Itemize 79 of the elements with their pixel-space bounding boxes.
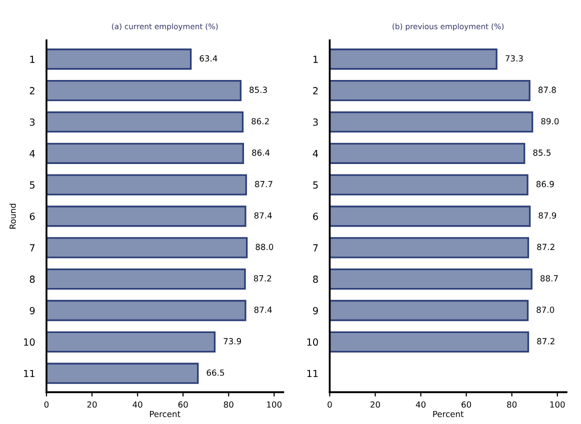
y-tick-label: 6 — [30, 212, 35, 220]
data-label: 87.2 — [537, 244, 554, 250]
bar — [46, 206, 246, 227]
y-tick-label: 5 — [30, 181, 35, 189]
x-tick-label: 80 — [224, 401, 234, 408]
y-tick-label: 8 — [313, 276, 318, 283]
data-label: 87.0 — [536, 306, 554, 313]
y-tick-label: 4 — [30, 150, 35, 158]
bar — [330, 331, 530, 352]
x-axis-title: Percent — [433, 410, 464, 418]
bar — [330, 142, 526, 164]
bar — [46, 331, 216, 352]
bar — [46, 111, 244, 133]
bar — [330, 80, 530, 102]
data-label: 87.7 — [255, 180, 272, 188]
data-label: 87.4 — [254, 306, 272, 313]
bar — [330, 300, 529, 322]
x-tick-label: 100 — [267, 401, 282, 408]
data-label: 86.2 — [252, 118, 269, 124]
data-label: 85.3 — [250, 86, 267, 93]
data-label: 73.3 — [506, 55, 523, 62]
y-tick-label: 9 — [30, 306, 35, 314]
data-label: 87.9 — [538, 212, 556, 219]
y-tick-label: 11 — [307, 370, 318, 378]
y-tick-label: 5 — [313, 181, 318, 189]
y-tick-label: 3 — [313, 118, 318, 126]
data-label: 87.2 — [537, 338, 554, 344]
data-label: 87.2 — [254, 275, 272, 282]
bar — [330, 237, 530, 258]
y-tick-label: 9 — [313, 306, 318, 314]
data-label: 86.4 — [252, 150, 270, 156]
bar — [46, 142, 244, 164]
bar — [46, 174, 247, 196]
x-tick-label: 100 — [550, 401, 565, 408]
y-tick-label: 2 — [30, 87, 34, 94]
x-tick-label: 60 — [462, 401, 472, 408]
bar — [330, 206, 531, 227]
data-label: 87.8 — [538, 86, 556, 93]
bar — [330, 111, 534, 133]
data-label: 86.9 — [536, 180, 554, 188]
data-label: 73.9 — [224, 338, 242, 344]
x-tick-label: 0 — [44, 401, 49, 408]
y-tick-label: 8 — [30, 276, 35, 283]
data-label: 63.4 — [200, 55, 218, 62]
y-tick-label: 6 — [313, 212, 318, 220]
x-tick-label: 20 — [87, 401, 97, 408]
x-tick-label: 0 — [328, 401, 332, 408]
y-tick-label: 1 — [30, 56, 34, 63]
bar — [330, 174, 528, 196]
data-label: 85.5 — [533, 150, 551, 156]
data-label: 88.0 — [256, 244, 274, 250]
x-tick-label: 40 — [132, 401, 142, 408]
y-tick-label: 4 — [312, 150, 318, 158]
y-tick-label: 1 — [313, 56, 318, 63]
bar — [46, 362, 199, 384]
data-label: 66.5 — [206, 369, 224, 376]
y-axis-title: Round — [9, 204, 16, 229]
y-tick-label: 7 — [30, 244, 35, 252]
y-tick-label: 11 — [24, 370, 34, 378]
x-tick-label: 20 — [370, 401, 380, 408]
y-tick-label: 10 — [307, 338, 318, 346]
bar — [330, 48, 498, 70]
x-tick-label: 80 — [507, 401, 517, 408]
data-label: 87.4 — [254, 212, 272, 219]
x-axis-title: Percent — [150, 410, 180, 418]
bar — [46, 268, 246, 290]
bar — [46, 300, 246, 322]
x-tick-label: 60 — [178, 401, 188, 408]
data-label: 89.0 — [541, 118, 559, 124]
bar — [46, 80, 242, 102]
y-tick-label: 7 — [313, 244, 318, 252]
y-tick-label: 3 — [30, 118, 35, 126]
x-tick-label: 40 — [416, 401, 426, 408]
y-tick-label: 10 — [24, 338, 35, 346]
data-label: 88.7 — [540, 275, 558, 282]
bar — [46, 237, 248, 258]
bar — [46, 48, 192, 70]
bar — [330, 268, 532, 290]
y-tick-label: 2 — [313, 87, 318, 94]
